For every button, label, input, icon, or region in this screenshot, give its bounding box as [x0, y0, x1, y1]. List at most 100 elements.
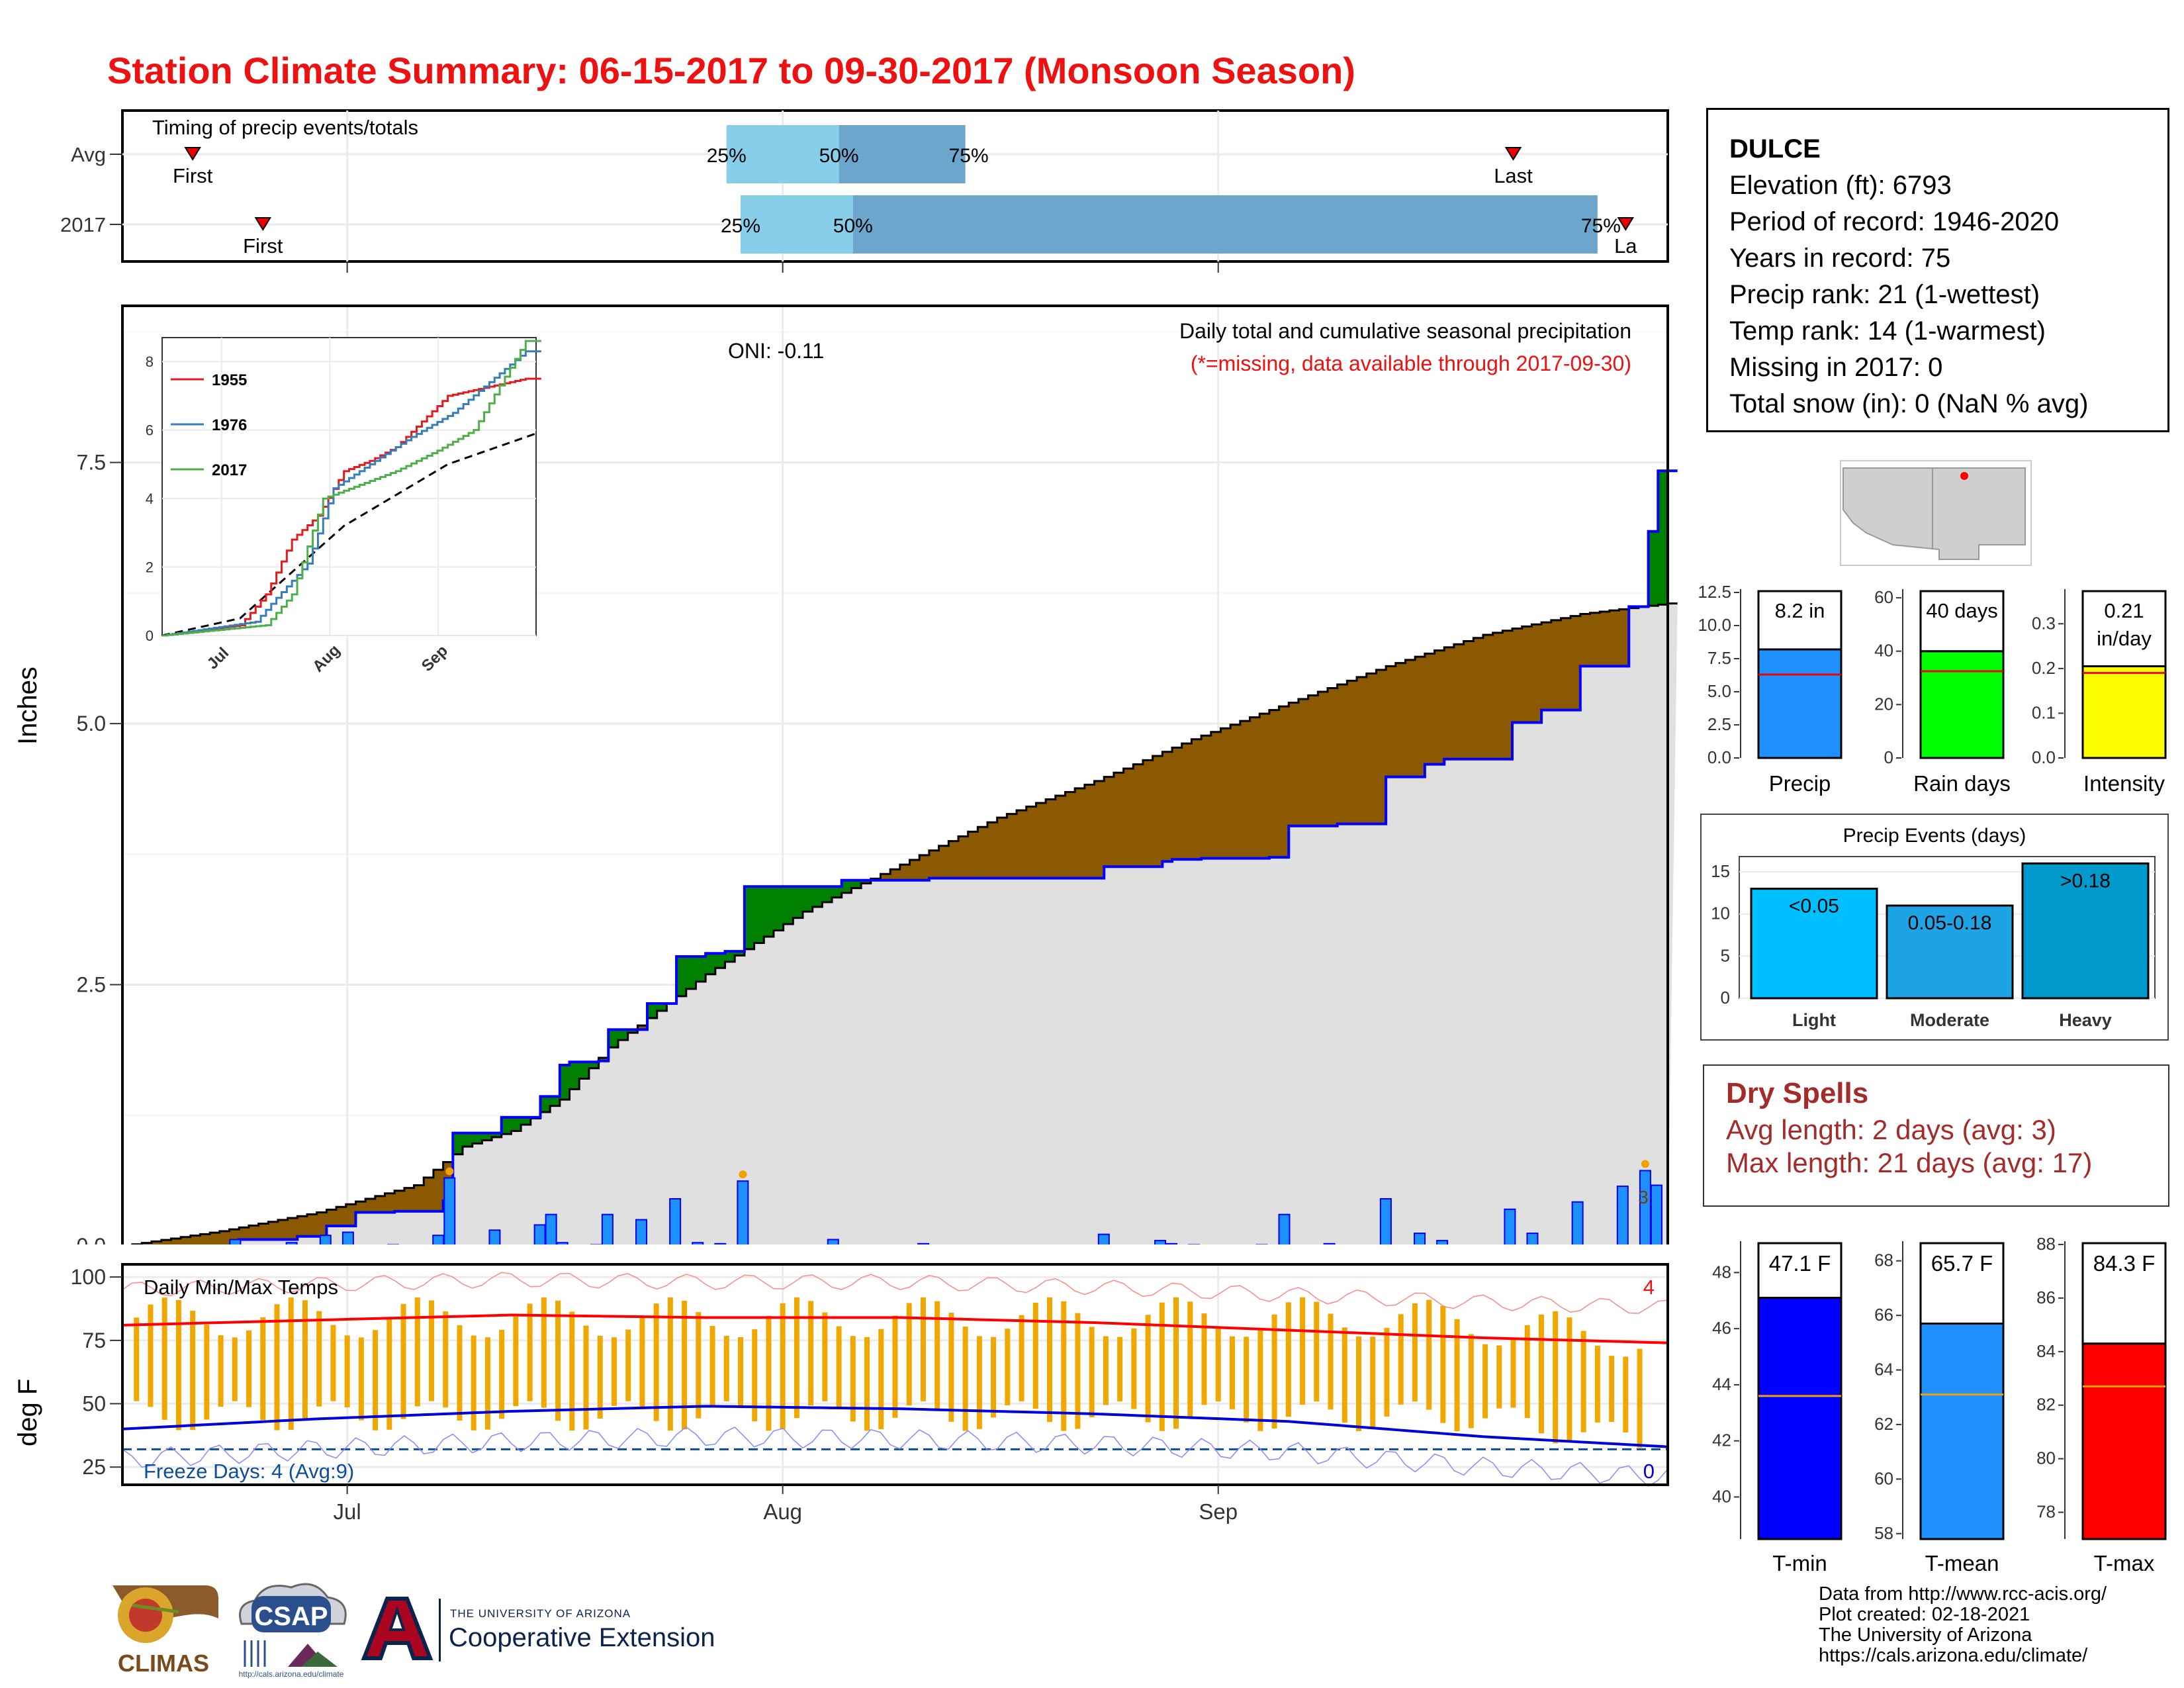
daily-temp-range-bar — [1215, 1327, 1221, 1402]
deficit-area — [1405, 659, 1416, 777]
events-ytick-label: 0 — [1721, 988, 1730, 1008]
daily-temp-range-bar — [204, 1325, 210, 1420]
daily-temp-range-bar — [780, 1303, 786, 1430]
observed-cumulative-line — [122, 469, 1678, 1244]
deficit-area — [248, 1225, 259, 1240]
daily-temp-range-bar — [1257, 1328, 1263, 1431]
deficit-area — [1026, 806, 1036, 878]
daily-temp-range-bar — [962, 1326, 968, 1431]
timing-bar-q25-q50 — [741, 195, 853, 254]
daily-temp-range-bar — [1567, 1317, 1572, 1442]
deficit-area — [1007, 814, 1017, 878]
deficit-area — [1269, 710, 1280, 858]
deficit-area — [637, 1025, 648, 1030]
daily-temp-range-bar — [738, 1337, 743, 1409]
daily-temp-range-bar — [1061, 1301, 1067, 1431]
daily-temp-range-bar — [1384, 1327, 1390, 1417]
daily-precip-bar — [635, 1219, 648, 1244]
deficit-area — [1482, 635, 1494, 759]
event-bar-value: <0.05 — [1789, 896, 1839, 917]
last-count-label: 3 — [1638, 1187, 1649, 1207]
last-event-marker — [1617, 217, 1635, 231]
daily-precip-bar — [1379, 1198, 1392, 1244]
xtick-label: Aug — [763, 1499, 802, 1524]
deficit-area — [1094, 780, 1105, 878]
deficit-area — [1561, 618, 1571, 710]
deficit-area — [1453, 644, 1465, 759]
temp-ytick-label: 100 — [71, 1265, 106, 1289]
inset-legend-label: 1955 — [212, 371, 247, 389]
mini-ytick-label: 40 — [1874, 641, 1893, 661]
daily-precip-bar — [533, 1224, 546, 1244]
daily-temp-range-bar — [260, 1317, 266, 1421]
deficit-area — [404, 1188, 415, 1211]
events-ytick-label: 10 — [1711, 904, 1730, 923]
surplus-area — [764, 886, 774, 937]
surplus-area — [686, 956, 696, 989]
surplus-area — [822, 886, 833, 902]
dry-spells-title: Dry Spells — [1726, 1077, 1869, 1109]
daily-temp-range-bar — [471, 1335, 477, 1430]
daily-temp-range-bar — [443, 1311, 449, 1408]
deficit-area — [1502, 630, 1513, 759]
event-bar-light — [1750, 888, 1878, 1000]
deficit-area — [1395, 663, 1406, 777]
daily-temp-range-bar — [400, 1303, 406, 1419]
tbar-ytick-label: 58 — [1874, 1523, 1893, 1543]
deficit-area — [1298, 699, 1309, 826]
cumulative-shared-area — [239, 603, 1678, 1244]
mini-ytick-label: 5.0 — [1707, 681, 1731, 701]
event-bar-value: >0.18 — [2060, 870, 2111, 892]
tbar-ytick-label: 68 — [1874, 1250, 1893, 1270]
mini-ytick-label: 0 — [1884, 747, 1893, 767]
deficit-area — [948, 841, 959, 878]
surplus-area — [511, 1117, 522, 1131]
station-temp-rank: Temp rank: 14 (1-warmest) — [1729, 316, 2046, 346]
deficit-area — [345, 1204, 356, 1227]
deficit-area — [598, 1058, 609, 1061]
precip-events-chart: Precip Events (days) 0 5 10 15 <0.05 Light 0.… — [1700, 814, 2169, 1041]
tbar-label-box — [1757, 1242, 1843, 1299]
events-ytick-label: 5 — [1721, 945, 1730, 965]
daily-temp-range-bar — [920, 1297, 926, 1401]
mini-bar-label: Intensity — [2083, 771, 2165, 796]
station-name: DULCE — [1729, 134, 1821, 164]
daily-temp-range-bar — [892, 1315, 898, 1418]
daily-temp-range-bar — [1229, 1336, 1235, 1409]
deficit-area — [1512, 628, 1523, 723]
inset-ytick-label: 2 — [146, 559, 154, 576]
tbar-ytick-label: 40 — [1712, 1486, 1731, 1506]
daily-temp-range-bar — [1131, 1328, 1137, 1409]
daily-temp-range-bar — [414, 1297, 420, 1407]
daily-temp-range-bar — [864, 1336, 870, 1431]
daily-temp-range-bar — [541, 1297, 547, 1408]
daily-precip-bar — [1616, 1186, 1629, 1244]
daily-precip-bar — [1097, 1233, 1110, 1244]
daily-temp-range-bar — [752, 1329, 758, 1422]
deficit-area — [1230, 724, 1241, 859]
daily-temp-range-bar — [1019, 1315, 1024, 1401]
tbar-ytick-label: 82 — [2036, 1395, 2056, 1415]
avg-tmax-line — [122, 1313, 1668, 1344]
daily-temp-range-bar — [836, 1326, 842, 1409]
mini-bar-value: 40 days — [1926, 599, 1998, 622]
tbar-t-min — [1757, 1297, 1843, 1540]
deficit-area — [958, 836, 969, 878]
surplus-area — [540, 1096, 551, 1113]
daily-temp-range-bar — [850, 1336, 856, 1422]
mini-ytick-label: 12.5 — [1698, 582, 1731, 602]
surplus-area — [559, 1065, 570, 1100]
daily-precip-bar — [229, 1239, 242, 1244]
deficit-area — [1191, 739, 1202, 860]
inset-ytick-label: 8 — [146, 353, 154, 370]
mini-ytick-label: 0.0 — [2032, 747, 2056, 767]
temp-panel-title: Daily Min/Max Temps — [144, 1276, 338, 1299]
missing-note: (*=missing, data available through 2017-… — [1191, 352, 1631, 375]
surplus-area — [569, 1062, 580, 1090]
mini-ytick-label: 7.5 — [1707, 648, 1731, 668]
surplus-area — [861, 880, 872, 884]
deficit-area — [1386, 666, 1396, 777]
inset-series-line-1976 — [162, 350, 541, 637]
event-bar-label: Moderate — [1910, 1010, 1989, 1030]
surplus-area — [521, 1117, 531, 1125]
